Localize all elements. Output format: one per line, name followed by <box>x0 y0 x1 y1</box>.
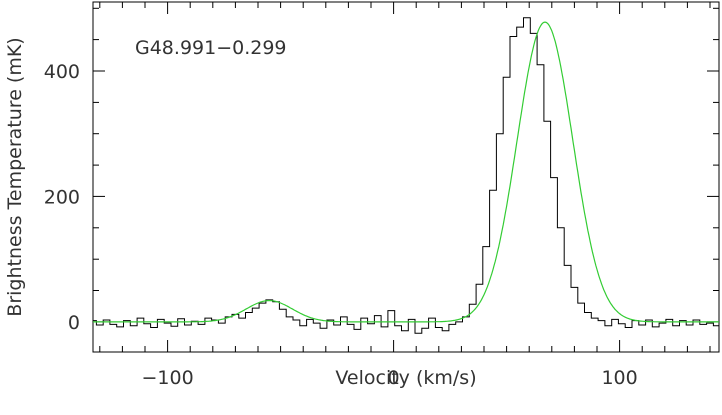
gaussian-fit-line <box>93 21 719 323</box>
series-layer <box>93 17 719 334</box>
x-tick-label: 100 <box>601 367 637 389</box>
tick-labels: −100 0 100 0 200 400 <box>44 61 638 389</box>
observed-spectrum-line <box>93 17 719 334</box>
source-annotation: G48.991−0.299 <box>135 37 287 59</box>
y-tick-label: 400 <box>44 61 80 83</box>
y-tick-label: 200 <box>44 186 80 208</box>
axis-ticks <box>93 2 719 352</box>
x-tick-label: −100 <box>142 367 194 389</box>
y-tick-label: 0 <box>68 312 80 334</box>
y-axis-label: Brightness Temperature (mK) <box>4 37 26 316</box>
x-axis-label: Velocity (km/s) <box>335 367 476 389</box>
plot-frame <box>92 1 720 353</box>
x-tick-label: 0 <box>388 367 400 389</box>
